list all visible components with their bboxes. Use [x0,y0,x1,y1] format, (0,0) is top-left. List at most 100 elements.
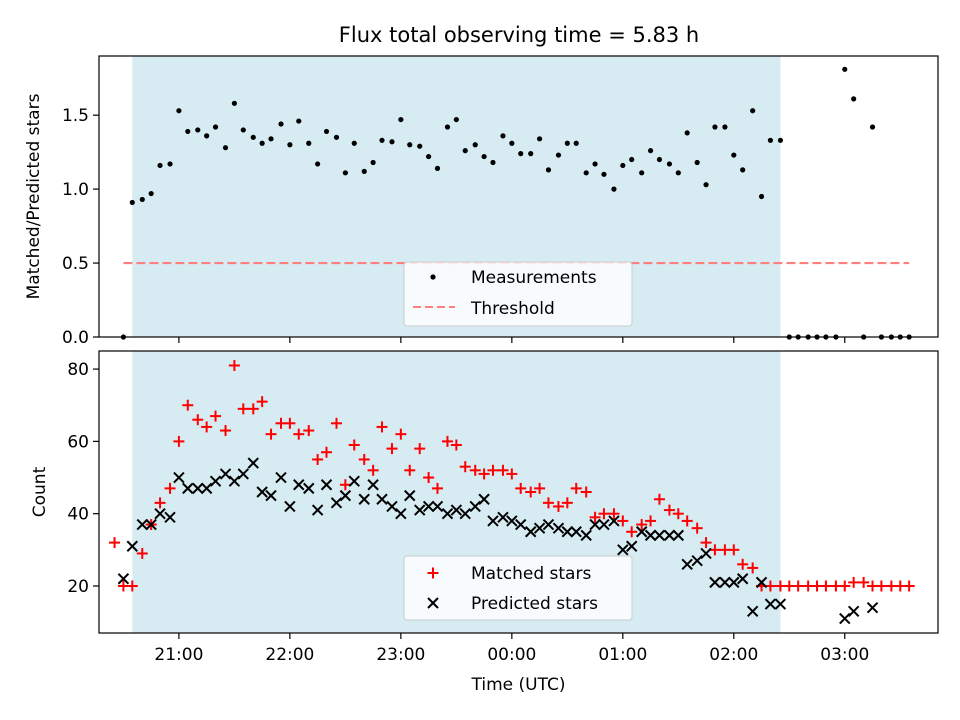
matched-point [154,497,166,509]
matched-point [220,425,232,437]
measurement-point [323,128,330,135]
x-marker-b [376,493,388,505]
measurement-point [869,124,876,130]
matched-point [395,428,407,440]
x-marker-b [755,576,768,589]
matched-point [450,439,462,451]
matched-points-layer [109,359,915,592]
x-marker-b [617,544,629,556]
x-marker-b [303,482,315,495]
matched-point [663,504,675,516]
x-marker-b [154,507,166,520]
predicted-point [700,547,712,560]
bottom-y-tick-label: 20 [67,577,89,597]
measurement-point [509,140,515,146]
matched-point [764,580,776,592]
x-marker-b [200,482,213,495]
predicted-point [672,529,685,542]
bottom-x-tick-label: 21:00 [154,645,203,665]
measurement-point [167,161,173,167]
predicted-point [681,558,693,571]
bottom-x-tick-label: 00:00 [487,645,536,665]
x-marker-b [681,558,693,571]
bottom-x-tick-label: 02:00 [709,645,758,665]
measurement-point [296,118,302,124]
top-legend: Measurements Threshold [403,261,633,327]
x-marker-b [358,493,370,505]
predicted-point [117,573,130,585]
x-marker-b [469,500,481,513]
predicted-point [764,598,777,610]
predicted-point [293,479,305,491]
predicted-point [200,482,213,495]
measurement-point [212,124,219,130]
matched-point [858,576,870,588]
bottom-y-tick-label: 60 [67,432,89,452]
top-legend-box [403,261,633,327]
matched-point [792,580,804,592]
x-marker-b [589,518,601,531]
matched-point [330,417,342,429]
x-marker-b [330,497,343,509]
measurement-point [370,159,376,166]
matched-point [681,515,693,527]
matched-point [469,464,481,476]
bottom-x-tick-label: 01:00 [598,645,647,665]
x-marker-b [219,468,232,480]
matched-point [321,446,333,458]
matched-point [653,493,665,505]
x-marker-b [525,526,537,538]
matched-point [848,576,860,588]
matched-point [376,421,388,433]
x-marker-b [709,576,721,589]
predicted-point [126,540,139,552]
bottom-legend: Matched stars Predicted stars [403,555,633,621]
predicted-point [422,500,435,513]
matched-point [293,428,305,440]
x-marker-b [126,540,139,552]
x-marker-b [719,576,731,589]
x-marker-b [487,515,499,527]
bottom-y-axis-label: Count [30,466,50,517]
predicted-point [164,511,176,524]
measurement-point [573,140,579,146]
measurement-point [361,168,367,174]
measurement-point [536,136,543,142]
measurement-point [629,156,635,163]
matched-point [672,508,684,520]
matched-point [636,519,648,531]
bottom-x-tick-label: 23:00 [376,645,425,665]
matched-point [820,580,832,592]
x-marker-b [728,576,740,589]
x-marker-b [293,479,305,491]
x-marker-b [339,489,352,502]
predicted-point [441,507,454,520]
predicted-point [414,504,426,516]
predicted-point [209,475,222,487]
matched-point [542,497,554,509]
measurement-point [639,170,645,176]
x-marker-b [237,468,249,480]
measurement-points-layer [120,66,912,340]
measurement-point [583,170,589,176]
matched-point [386,443,398,455]
top-y-tick-label: 0.0 [62,328,89,348]
measurement-point [342,170,348,176]
matched-point [875,580,887,592]
x-marker-b [691,554,703,567]
predicted-point [736,573,749,585]
legend-plus-glyph [427,567,439,579]
predicted-point [145,518,157,531]
measurement-point [240,127,246,133]
x-marker-b [663,529,676,542]
x-marker-b [700,547,712,560]
measurement-point [333,134,340,140]
x-marker-b [275,471,287,484]
predicted-point [311,504,324,516]
predicted-point [275,471,287,484]
x-marker-b [542,518,555,531]
predicted-point [866,601,879,614]
matched-point [358,453,370,465]
predicted-point [755,576,768,589]
x-marker-b [497,511,509,524]
